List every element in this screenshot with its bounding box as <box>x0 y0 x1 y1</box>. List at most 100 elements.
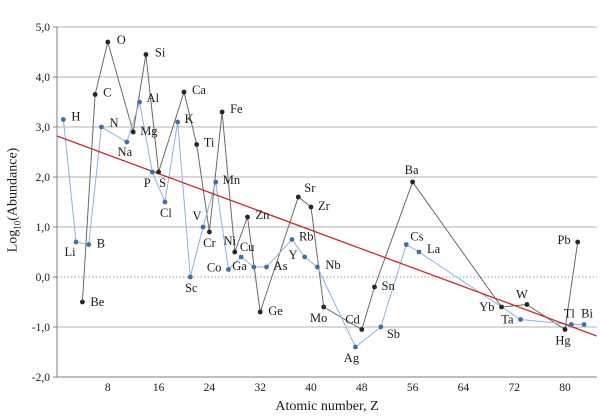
data-point-Cd <box>359 327 365 332</box>
data-point-B <box>86 242 92 247</box>
element-label-P: P <box>144 176 151 190</box>
data-point-Ti <box>194 142 200 147</box>
element-label-Ga: Ga <box>232 259 247 273</box>
data-point-Si <box>143 52 149 57</box>
data-point-Yb <box>499 304 504 310</box>
element-label-Ni: Ni <box>224 234 237 248</box>
y-tick-label: -1,0 <box>32 322 50 334</box>
data-point-Co <box>226 267 231 272</box>
element-label-Bi: Bi <box>581 307 593 321</box>
x-tick-label: 80 <box>559 382 571 394</box>
data-point-Sr <box>295 194 301 200</box>
element-label-B: B <box>97 237 105 251</box>
data-point-Ta <box>518 317 523 322</box>
data-point-As <box>264 264 269 270</box>
data-point-Cu <box>238 254 244 260</box>
x-tick-label: 24 <box>204 382 216 394</box>
element-label-Zr: Zr <box>318 199 331 213</box>
element-label-Nb: Nb <box>325 258 340 272</box>
element-label-Sb: Sb <box>387 327 400 341</box>
data-point-Ga <box>251 264 257 270</box>
element-label-K: K <box>185 112 194 126</box>
element-label-Tl: Tl <box>564 307 576 321</box>
element-label-Ta: Ta <box>501 313 514 327</box>
element-label-S: S <box>159 176 166 190</box>
odd-z-series-line <box>62 101 585 348</box>
data-point-Ag <box>353 344 358 350</box>
data-point-La <box>416 249 422 255</box>
x-tick-label: 32 <box>254 382 266 394</box>
element-label-Al: Al <box>147 91 160 105</box>
element-label-Sr: Sr <box>304 181 316 195</box>
x-tick-label: 64 <box>458 382 470 394</box>
data-point-Na <box>124 139 130 145</box>
element-label-Cl: Cl <box>160 206 172 220</box>
y-axis-title: Log10(Abundance) <box>5 147 23 253</box>
element-label-Cr: Cr <box>203 236 216 250</box>
element-label-V: V <box>193 209 202 223</box>
y-tick-label: 3,0 <box>36 122 51 134</box>
data-point-Cr <box>207 229 212 235</box>
data-point-C <box>92 92 98 97</box>
element-label-Li: Li <box>64 245 76 259</box>
element-label-Zn: Zn <box>256 208 271 222</box>
data-point-Zn <box>245 214 250 220</box>
element-label-H: H <box>71 110 80 124</box>
element-label-Cd: Cd <box>345 313 360 327</box>
element-label-Ge: Ge <box>268 304 283 318</box>
element-label-Pb: Pb <box>557 233 570 247</box>
y-tick-label: 5,0 <box>36 22 51 34</box>
element-label-Si: Si <box>155 46 166 60</box>
element-label-Ag: Ag <box>344 351 360 365</box>
data-point-Bi <box>581 322 587 327</box>
data-point-Fe <box>219 109 225 115</box>
x-tick-label: 56 <box>407 382 419 394</box>
data-point-Sb <box>378 324 384 330</box>
data-point-Mo <box>321 304 327 310</box>
data-point-Ba <box>410 179 415 185</box>
data-point-P <box>149 169 155 175</box>
data-point-Tl <box>568 322 574 327</box>
data-point-Li <box>73 239 79 245</box>
data-point-Y <box>302 254 308 260</box>
x-tick-label: 72 <box>508 382 520 394</box>
element-label-Sn: Sn <box>382 279 396 293</box>
x-tick-label: 40 <box>305 382 317 394</box>
data-point-Ca <box>181 89 187 95</box>
element-label-Na: Na <box>118 145 133 159</box>
y-tick-label: 1,0 <box>36 222 51 234</box>
element-label-O: O <box>117 33 126 47</box>
element-label-Rb: Rb <box>299 230 314 244</box>
data-point-O <box>105 39 111 45</box>
data-point-Mg <box>130 129 136 135</box>
element-label-Mg: Mg <box>140 124 158 138</box>
element-label-Be: Be <box>90 295 104 309</box>
element-label-C: C <box>103 86 111 100</box>
x-tick-label: 48 <box>356 382 368 394</box>
y-tick-label: 0,0 <box>36 272 51 284</box>
element-label-Sc: Sc <box>185 281 198 295</box>
element-label-Ti: Ti <box>204 136 215 150</box>
data-point-V <box>200 224 206 230</box>
element-label-As: As <box>274 259 288 273</box>
data-point-Cs <box>403 242 409 247</box>
data-point-H <box>60 117 66 122</box>
data-point-Ni <box>232 249 238 255</box>
data-point-Ge <box>257 309 263 315</box>
y-tick-label: -2,0 <box>32 372 50 384</box>
data-point-Sc <box>187 274 193 280</box>
y-tick-label: 4,0 <box>36 72 51 84</box>
data-point-N <box>99 124 104 130</box>
data-point-Rb <box>289 237 295 242</box>
data-point-K <box>175 119 181 125</box>
even-z-series-line <box>81 40 579 331</box>
element-label-Hg: Hg <box>555 334 571 348</box>
data-point-Hg <box>562 327 568 332</box>
x-tick-label: 16 <box>153 382 165 394</box>
data-point-Sn <box>372 284 377 290</box>
element-label-Cs: Cs <box>410 230 423 244</box>
element-label-Cu: Cu <box>240 240 255 254</box>
element-label-Co: Co <box>207 261 222 275</box>
